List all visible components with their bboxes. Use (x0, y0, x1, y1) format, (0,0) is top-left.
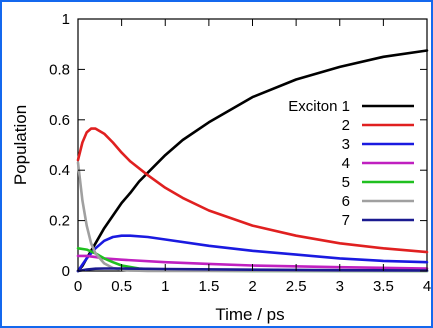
y-tick-label: 1 (62, 11, 70, 28)
legend: Exciton 1 2 3 4 5 6 7 (288, 98, 414, 229)
legend-label: 2 (342, 117, 350, 134)
population-line-chart: 0 0.5 1 1.5 2 2.5 3 3.5 4 0 0.2 0.4 0.6 0.8 1 Exciton… (11, 11, 431, 324)
x-tick-label: 3 (336, 278, 344, 295)
series-line-3 (76, 234, 429, 273)
x-tick-label: 2.5 (286, 278, 307, 295)
x-tick-label: 0.5 (111, 278, 132, 295)
legend-label: 3 (342, 136, 350, 153)
legend-label: 6 (342, 193, 350, 210)
x-tick-label: 1.5 (198, 278, 219, 295)
legend-label: 5 (342, 174, 350, 191)
x-tick-label: 3.5 (373, 278, 394, 295)
x-tick-label: 0 (74, 278, 82, 295)
y-axis-ticks: 0 0.2 0.4 0.6 0.8 1 (49, 11, 427, 280)
x-axis-label: Time / ps (215, 305, 284, 324)
y-axis-label: Population (11, 105, 30, 185)
x-tick-label: 2 (248, 278, 256, 295)
series-line-2 (76, 127, 429, 254)
x-tick-label: 4 (423, 278, 431, 295)
x-axis-ticks: 0 0.5 1 1.5 2 2.5 3 3.5 4 (74, 19, 431, 295)
x-tick-label: 1 (161, 278, 169, 295)
legend-label: 4 (342, 155, 350, 172)
y-tick-label: 0.6 (49, 112, 70, 129)
legend-label: 7 (342, 212, 350, 229)
legend-label: Exciton 1 (288, 98, 350, 115)
y-tick-label: 0.4 (49, 162, 70, 179)
series-line-6 (76, 161, 429, 273)
y-tick-label: 0.2 (49, 213, 70, 230)
series-lines (76, 49, 429, 273)
y-tick-label: 0 (62, 263, 70, 280)
y-tick-label: 0.8 (49, 61, 70, 78)
